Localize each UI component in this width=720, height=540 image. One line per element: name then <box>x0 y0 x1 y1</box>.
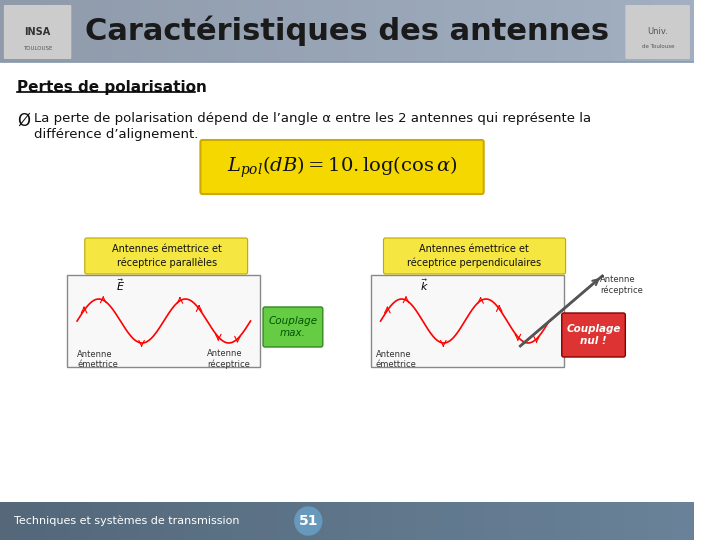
Text: de Toulouse: de Toulouse <box>642 44 675 49</box>
Text: TOULOUSE: TOULOUSE <box>23 45 53 51</box>
Text: $\vec{E}$: $\vec{E}$ <box>116 277 125 293</box>
FancyBboxPatch shape <box>200 140 484 194</box>
FancyBboxPatch shape <box>626 5 690 59</box>
Text: Couplage
nul !: Couplage nul ! <box>567 324 621 346</box>
FancyBboxPatch shape <box>263 307 323 347</box>
Text: Antennes émettrice et
réceptrice parallèles: Antennes émettrice et réceptrice parallè… <box>112 244 222 268</box>
Text: $\vec{k}$: $\vec{k}$ <box>420 277 428 293</box>
FancyBboxPatch shape <box>4 5 71 59</box>
Text: Antenne
émettrice: Antenne émettrice <box>77 349 118 369</box>
FancyBboxPatch shape <box>371 275 564 367</box>
Text: INSA: INSA <box>24 27 50 37</box>
FancyBboxPatch shape <box>562 313 626 357</box>
FancyBboxPatch shape <box>384 238 566 274</box>
FancyBboxPatch shape <box>68 275 260 367</box>
Text: Antenne
émettrice: Antenne émettrice <box>376 349 417 369</box>
FancyBboxPatch shape <box>85 238 248 274</box>
Text: Univ.: Univ. <box>648 28 669 37</box>
Text: différence d’alignement.: différence d’alignement. <box>34 128 198 141</box>
Text: Antenne
réceptrice: Antenne réceptrice <box>207 349 250 369</box>
Text: 51: 51 <box>299 514 318 528</box>
Circle shape <box>295 507 322 535</box>
Text: Antenne
réceptrice: Antenne réceptrice <box>600 275 643 295</box>
Text: Techniques et systèmes de transmission: Techniques et systèmes de transmission <box>14 516 240 526</box>
Text: Ø: Ø <box>17 112 30 130</box>
Text: La perte de polarisation dépend de l’angle α entre les 2 antennes qui représente: La perte de polarisation dépend de l’ang… <box>34 112 591 125</box>
Text: Antennes émettrice et
réceptrice perpendiculaires: Antennes émettrice et réceptrice perpend… <box>407 244 541 268</box>
Text: $L_{pol}(dB)=10.\log(\cos\alpha)$: $L_{pol}(dB)=10.\log(\cos\alpha)$ <box>227 154 457 180</box>
Text: Couplage
max.: Couplage max. <box>269 316 318 338</box>
Text: Caractéristiques des antennes: Caractéristiques des antennes <box>85 16 609 46</box>
Text: Pertes de polarisation: Pertes de polarisation <box>17 80 207 95</box>
